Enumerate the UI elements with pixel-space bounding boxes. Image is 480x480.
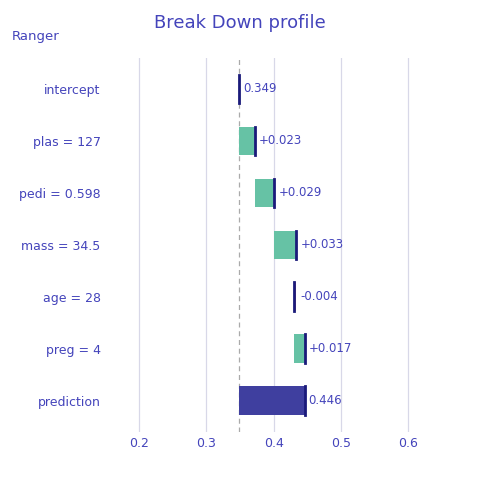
Bar: [240, 386, 304, 415]
Text: +0.017: +0.017: [309, 342, 353, 355]
Bar: [294, 335, 305, 363]
Bar: [240, 127, 255, 155]
Bar: [294, 282, 297, 311]
Text: +0.023: +0.023: [259, 134, 302, 147]
Text: 0.446: 0.446: [309, 394, 342, 407]
Bar: [274, 230, 297, 259]
Text: +0.029: +0.029: [278, 186, 322, 199]
Text: Break Down profile: Break Down profile: [154, 14, 326, 33]
Text: 0.349: 0.349: [243, 83, 277, 96]
Text: -0.004: -0.004: [300, 290, 338, 303]
Text: Ranger: Ranger: [12, 30, 59, 43]
Text: +0.033: +0.033: [300, 238, 344, 252]
Bar: [255, 179, 274, 207]
